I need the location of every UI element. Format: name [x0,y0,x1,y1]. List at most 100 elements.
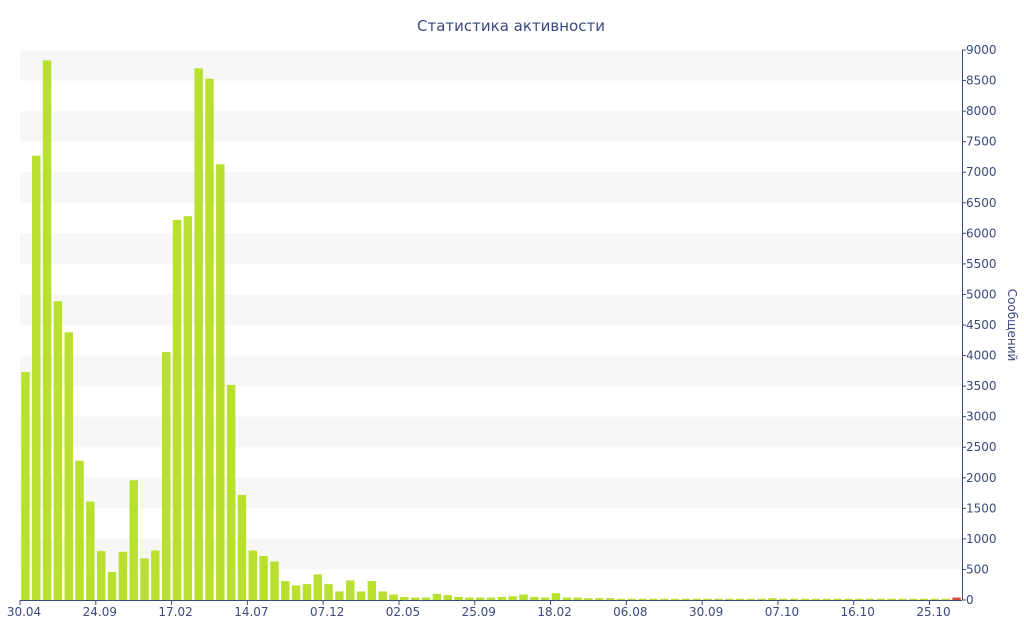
bar [281,581,290,600]
bar [941,598,950,600]
bar [898,598,907,600]
y-tick-label: 2500 [966,440,997,454]
bar [475,597,485,600]
bar [779,598,788,600]
bar [735,598,745,600]
bar [454,596,463,600]
grid-band [20,111,962,142]
bar [703,598,712,600]
bar [562,597,572,600]
bar [129,480,138,600]
bar [800,598,810,600]
bar [660,598,669,600]
bar [692,598,701,600]
bar [876,598,886,600]
bar [32,155,41,600]
y-tick-label: 4000 [966,349,997,363]
bar [724,598,734,600]
bar [400,596,409,600]
y-tick-label: 6500 [966,196,997,210]
grid-band [20,477,962,509]
bar [226,384,236,600]
bar [573,597,582,600]
bar [768,598,777,600]
bar [378,591,387,600]
bar [833,598,842,600]
bar [670,598,680,600]
bar [410,597,420,600]
grid-band [20,538,962,570]
bar [638,598,647,600]
bar [443,595,452,600]
bar [118,551,128,600]
x-tick-label: 17.02 [158,605,192,619]
y-tick-label: 1000 [966,532,997,546]
x-tick-label: 24.09 [83,605,117,619]
y-tick-label: 7000 [966,165,997,179]
bar [335,591,344,600]
bar [194,68,203,600]
bar [86,501,95,600]
y-tick-label: 8000 [966,104,997,118]
x-tick-label: 14.07 [234,605,268,619]
bar [584,598,593,600]
bar [53,301,63,600]
y-tick-label: 4500 [966,318,997,332]
y-axis-label: Сообщений [1005,289,1019,362]
grid-band [20,50,962,81]
bar [465,597,474,600]
bar [259,556,268,600]
x-tick-label: 16.10 [841,605,875,619]
bar [844,598,853,600]
x-tick-label: 07.10 [765,605,799,619]
x-tick-label: 07.12 [310,605,344,619]
bar [540,597,550,600]
bar [291,585,301,600]
bars-group [21,60,961,601]
bar [367,581,377,600]
y-tick-label: 3000 [966,410,997,424]
bar [346,580,355,600]
y-tick-label: 1500 [966,501,997,515]
grid-band [20,416,962,448]
bar [205,78,214,601]
bar [854,598,864,600]
y-tick-label: 6000 [966,226,997,240]
grid-band [20,294,962,325]
bar [389,594,398,600]
x-tick-label: 30.09 [689,605,723,619]
bar [107,571,117,600]
bar [64,332,73,600]
bar [42,60,52,600]
x-tick-labels: 30.04 24.09 17.02 14.07 07.12 02.05 25.09 18.02… [7,605,951,619]
grid-band [20,355,962,387]
bar [530,596,539,600]
bar [595,598,604,600]
bar [172,219,182,600]
bar [551,593,561,600]
bar [919,598,929,600]
y-tick-label: 0 [966,593,974,607]
y-tick-label: 8500 [966,74,997,88]
y-tick-label: 3500 [966,379,997,393]
bar [909,598,918,600]
bar [486,597,496,600]
bar [21,372,30,600]
bar [757,598,766,600]
bar [519,594,528,600]
bar [270,561,279,600]
y-tick-label: 5500 [966,257,997,271]
bar [183,216,193,600]
bar [605,598,615,600]
y-tick-label: 2000 [966,471,997,485]
chart-title: Статистика активности [417,17,605,35]
bar [421,597,431,600]
bar [811,598,821,600]
bar [789,598,799,600]
bar [627,598,636,600]
bar [75,460,84,600]
bar [313,574,322,600]
x-tick-label: 25.09 [462,605,496,619]
bar [649,598,658,600]
